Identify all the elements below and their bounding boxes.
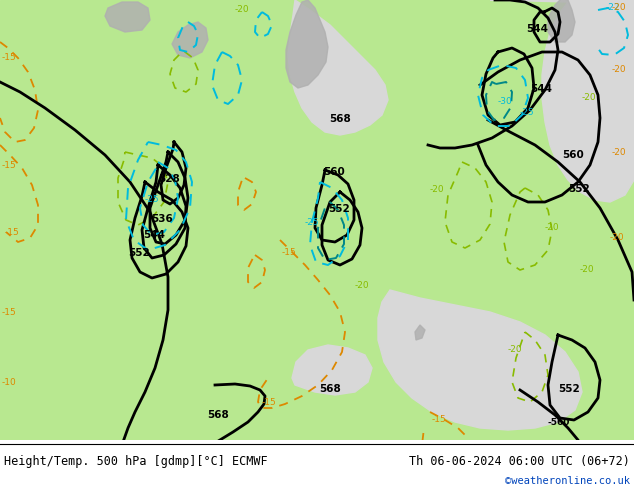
Polygon shape — [286, 0, 328, 88]
Text: -15: -15 — [2, 161, 16, 170]
Text: -560: -560 — [548, 418, 571, 427]
Text: -25: -25 — [145, 195, 159, 204]
Text: -15: -15 — [432, 415, 447, 424]
Text: -20: -20 — [610, 233, 624, 242]
Text: -30: -30 — [498, 97, 513, 106]
Text: -15: -15 — [2, 308, 16, 317]
Text: 568: 568 — [329, 114, 351, 124]
Text: -25: -25 — [520, 108, 534, 117]
Text: 544: 544 — [530, 84, 552, 94]
Text: -20: -20 — [235, 5, 250, 14]
Text: ©weatheronline.co.uk: ©weatheronline.co.uk — [505, 476, 630, 486]
Text: -10: -10 — [2, 378, 16, 387]
Text: -20: -20 — [430, 185, 444, 194]
Text: Height/Temp. 500 hPa [gdmp][°C] ECMWF: Height/Temp. 500 hPa [gdmp][°C] ECMWF — [4, 455, 268, 468]
Text: 552: 552 — [328, 204, 350, 214]
Polygon shape — [172, 22, 208, 58]
Text: 552: 552 — [558, 384, 579, 394]
Text: 568: 568 — [207, 410, 229, 420]
Text: Th 06-06-2024 06:00 UTC (06+72): Th 06-06-2024 06:00 UTC (06+72) — [409, 455, 630, 468]
Text: 528: 528 — [158, 174, 180, 184]
Text: -20: -20 — [545, 223, 560, 232]
Polygon shape — [490, 0, 634, 202]
Text: -20: -20 — [612, 148, 626, 157]
Text: -20: -20 — [580, 265, 595, 274]
Polygon shape — [105, 2, 150, 32]
Text: -15: -15 — [282, 248, 297, 257]
Polygon shape — [288, 0, 388, 135]
Polygon shape — [548, 0, 575, 42]
Text: 552: 552 — [568, 184, 590, 194]
Polygon shape — [0, 0, 634, 440]
Text: -15: -15 — [262, 398, 277, 407]
Polygon shape — [415, 325, 425, 340]
Text: -20: -20 — [355, 281, 370, 290]
Text: 544: 544 — [526, 24, 548, 34]
Text: -15: -15 — [5, 228, 20, 237]
Text: 568: 568 — [319, 384, 341, 394]
Text: -20: -20 — [612, 3, 626, 12]
Text: 544: 544 — [143, 230, 165, 240]
Text: -25: -25 — [305, 218, 320, 227]
Text: 552: 552 — [128, 248, 150, 258]
Text: -20: -20 — [612, 65, 626, 74]
Text: -15: -15 — [2, 53, 16, 62]
Text: 536: 536 — [151, 214, 173, 224]
Polygon shape — [292, 345, 372, 395]
Text: -22: -22 — [606, 3, 621, 12]
Text: -20: -20 — [582, 93, 597, 102]
Text: -20: -20 — [508, 345, 522, 354]
Text: 560: 560 — [323, 167, 345, 177]
Polygon shape — [378, 290, 582, 430]
Text: 560: 560 — [562, 150, 584, 160]
